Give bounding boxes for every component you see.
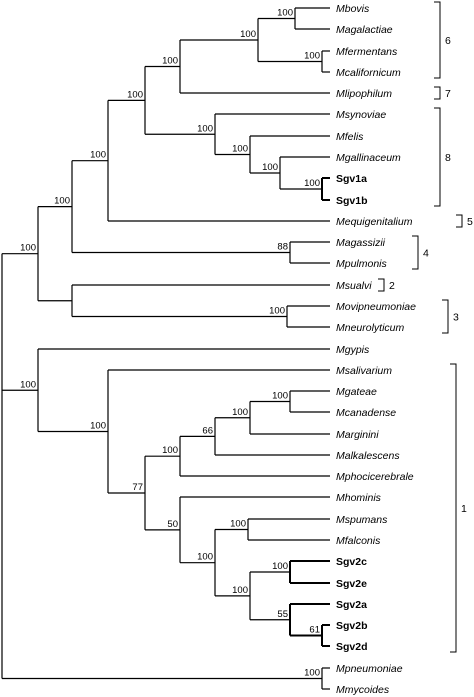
bootstrap-value: 66 (202, 425, 213, 436)
bootstrap-value: 100 (232, 585, 248, 596)
taxon-label: Msualvi (336, 280, 372, 292)
clade-label: 1 (461, 503, 467, 515)
clade-bracket (456, 214, 463, 228)
taxon-label: Sgv2b (336, 620, 368, 632)
bootstrap-value: 100 (272, 561, 288, 572)
taxon-label: Sgv1a (336, 173, 367, 185)
taxon-label: Sgv2a (336, 599, 367, 611)
bootstrap-value: 100 (304, 51, 320, 62)
bootstrap-values: 100 100 100 100 100 100 100 100 100 100 88 100 100 10… (20, 8, 320, 679)
taxon-label: Mlipophilum (336, 88, 392, 100)
clade-brackets: 6 7 8 5 4 2 3 1 (378, 1, 473, 653)
bootstrap-value: 100 (127, 89, 143, 100)
bootstrap-value: 100 (20, 243, 36, 254)
bootstrap-value: 100 (54, 196, 70, 207)
bootstrap-value: 100 (232, 144, 248, 155)
bootstrap-value: 100 (20, 379, 36, 390)
bootstrap-value: 100 (232, 407, 248, 418)
taxon-label: Mgypis (336, 344, 370, 356)
clade-bracket (450, 363, 457, 653)
clade-bracket (412, 235, 419, 270)
taxon-label: Mneurolyticum (336, 322, 405, 334)
clade-label: 5 (467, 216, 473, 228)
bootstrap-value: 88 (277, 242, 288, 253)
taxon-label: Mfelis (336, 131, 364, 143)
clade-bracket (442, 299, 449, 334)
bootstrap-value: 50 (167, 519, 178, 530)
bootstrap-value: 100 (162, 56, 178, 67)
taxon-label: Sgv2c (336, 556, 367, 568)
bootstrap-value: 55 (277, 609, 288, 620)
taxon-label: Mfalconis (336, 535, 381, 547)
bootstrap-value: 100 (197, 552, 213, 563)
taxon-label: Mfermentans (336, 46, 398, 58)
taxon-label: Msynoviae (336, 109, 386, 121)
clade-label: 8 (445, 152, 451, 164)
taxon-label: Mgateae (336, 386, 377, 398)
bootstrap-value: 100 (230, 519, 246, 530)
taxon-label: Mgallinaceum (336, 152, 401, 164)
taxon-label: Marginini (336, 429, 379, 441)
bootstrap-value: 100 (262, 162, 278, 173)
bootstrap-value: 100 (269, 306, 285, 317)
taxon-label: Mhominis (336, 492, 382, 504)
taxon-label: Sgv2d (336, 641, 368, 653)
taxon-labels: Mbovis Magalactiae Mfermentans Mcalifornicu… (336, 3, 416, 696)
bootstrap-value: 77 (132, 482, 143, 493)
bootstrap-value: 100 (272, 391, 288, 402)
taxon-label: Mpulmonis (336, 258, 388, 270)
bootstrap-value: 100 (240, 29, 256, 40)
clade-label: 7 (445, 88, 451, 100)
tree-branches (1, 7, 330, 690)
clade-bracket (434, 1, 441, 79)
bootstrap-value: 61 (309, 625, 320, 636)
taxon-label: Malkalescens (336, 450, 400, 462)
taxon-label: Mcalifornicum (336, 67, 401, 79)
taxon-label: Mspumans (336, 514, 388, 526)
taxon-label: Mmycoides (336, 684, 390, 696)
taxon-label: Mequigenitalium (336, 216, 413, 228)
clade-label: 6 (445, 35, 451, 47)
bootstrap-value: 100 (90, 150, 106, 161)
clade-label: 3 (453, 312, 459, 324)
taxon-label: Sgv1b (336, 195, 368, 207)
clade-bracket (434, 86, 441, 100)
taxon-label: Magassizii (336, 237, 386, 249)
bootstrap-value: 100 (197, 123, 213, 134)
clade-label: 4 (423, 248, 429, 260)
taxon-label: Mphocicerebrale (336, 471, 414, 483)
bootstrap-value: 100 (162, 445, 178, 456)
taxon-label: Mbovis (336, 3, 370, 15)
bootstrap-value: 100 (304, 668, 320, 679)
clade-bracket (378, 278, 385, 292)
taxon-label: Movipneumoniae (336, 301, 416, 313)
bootstrap-value: 100 (277, 8, 293, 19)
taxon-label: Magalactiae (336, 24, 393, 36)
clade-label: 2 (389, 280, 395, 292)
bootstrap-value: 100 (90, 421, 106, 432)
taxon-label: Mcanadense (336, 407, 396, 419)
clade-bracket (434, 107, 441, 207)
taxon-label: Mpneumoniae (336, 663, 403, 675)
bootstrap-value: 100 (304, 178, 320, 189)
taxon-label: Msalivarium (336, 365, 392, 377)
taxon-label: Sgv2e (336, 578, 367, 590)
